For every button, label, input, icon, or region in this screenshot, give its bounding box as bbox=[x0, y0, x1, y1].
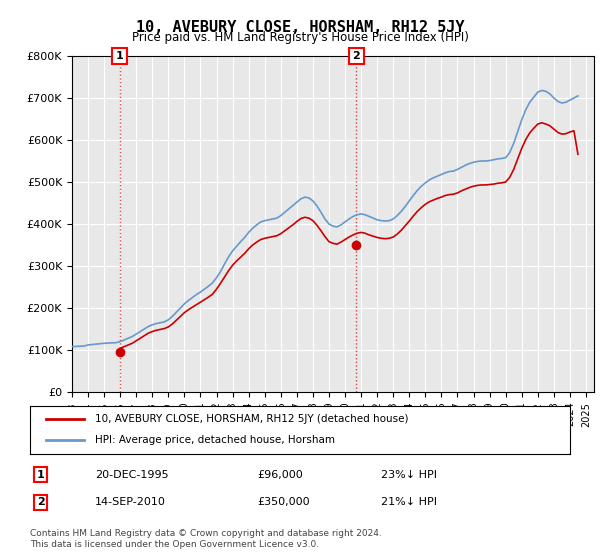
Text: 14-SEP-2010: 14-SEP-2010 bbox=[95, 497, 166, 507]
Text: 1: 1 bbox=[116, 51, 124, 61]
Text: 23%↓ HPI: 23%↓ HPI bbox=[381, 470, 437, 479]
Text: £350,000: £350,000 bbox=[257, 497, 310, 507]
Text: Price paid vs. HM Land Registry's House Price Index (HPI): Price paid vs. HM Land Registry's House … bbox=[131, 31, 469, 44]
Text: Contains HM Land Registry data © Crown copyright and database right 2024.
This d: Contains HM Land Registry data © Crown c… bbox=[30, 529, 382, 549]
Text: 1: 1 bbox=[37, 470, 44, 479]
Text: £96,000: £96,000 bbox=[257, 470, 302, 479]
Text: 20-DEC-1995: 20-DEC-1995 bbox=[95, 470, 169, 479]
Text: 10, AVEBURY CLOSE, HORSHAM, RH12 5JY (detached house): 10, AVEBURY CLOSE, HORSHAM, RH12 5JY (de… bbox=[95, 414, 409, 424]
Text: 21%↓ HPI: 21%↓ HPI bbox=[381, 497, 437, 507]
Text: HPI: Average price, detached house, Horsham: HPI: Average price, detached house, Hors… bbox=[95, 435, 335, 445]
Text: 2: 2 bbox=[37, 497, 44, 507]
Text: 10, AVEBURY CLOSE, HORSHAM, RH12 5JY: 10, AVEBURY CLOSE, HORSHAM, RH12 5JY bbox=[136, 20, 464, 35]
Text: 2: 2 bbox=[353, 51, 361, 61]
